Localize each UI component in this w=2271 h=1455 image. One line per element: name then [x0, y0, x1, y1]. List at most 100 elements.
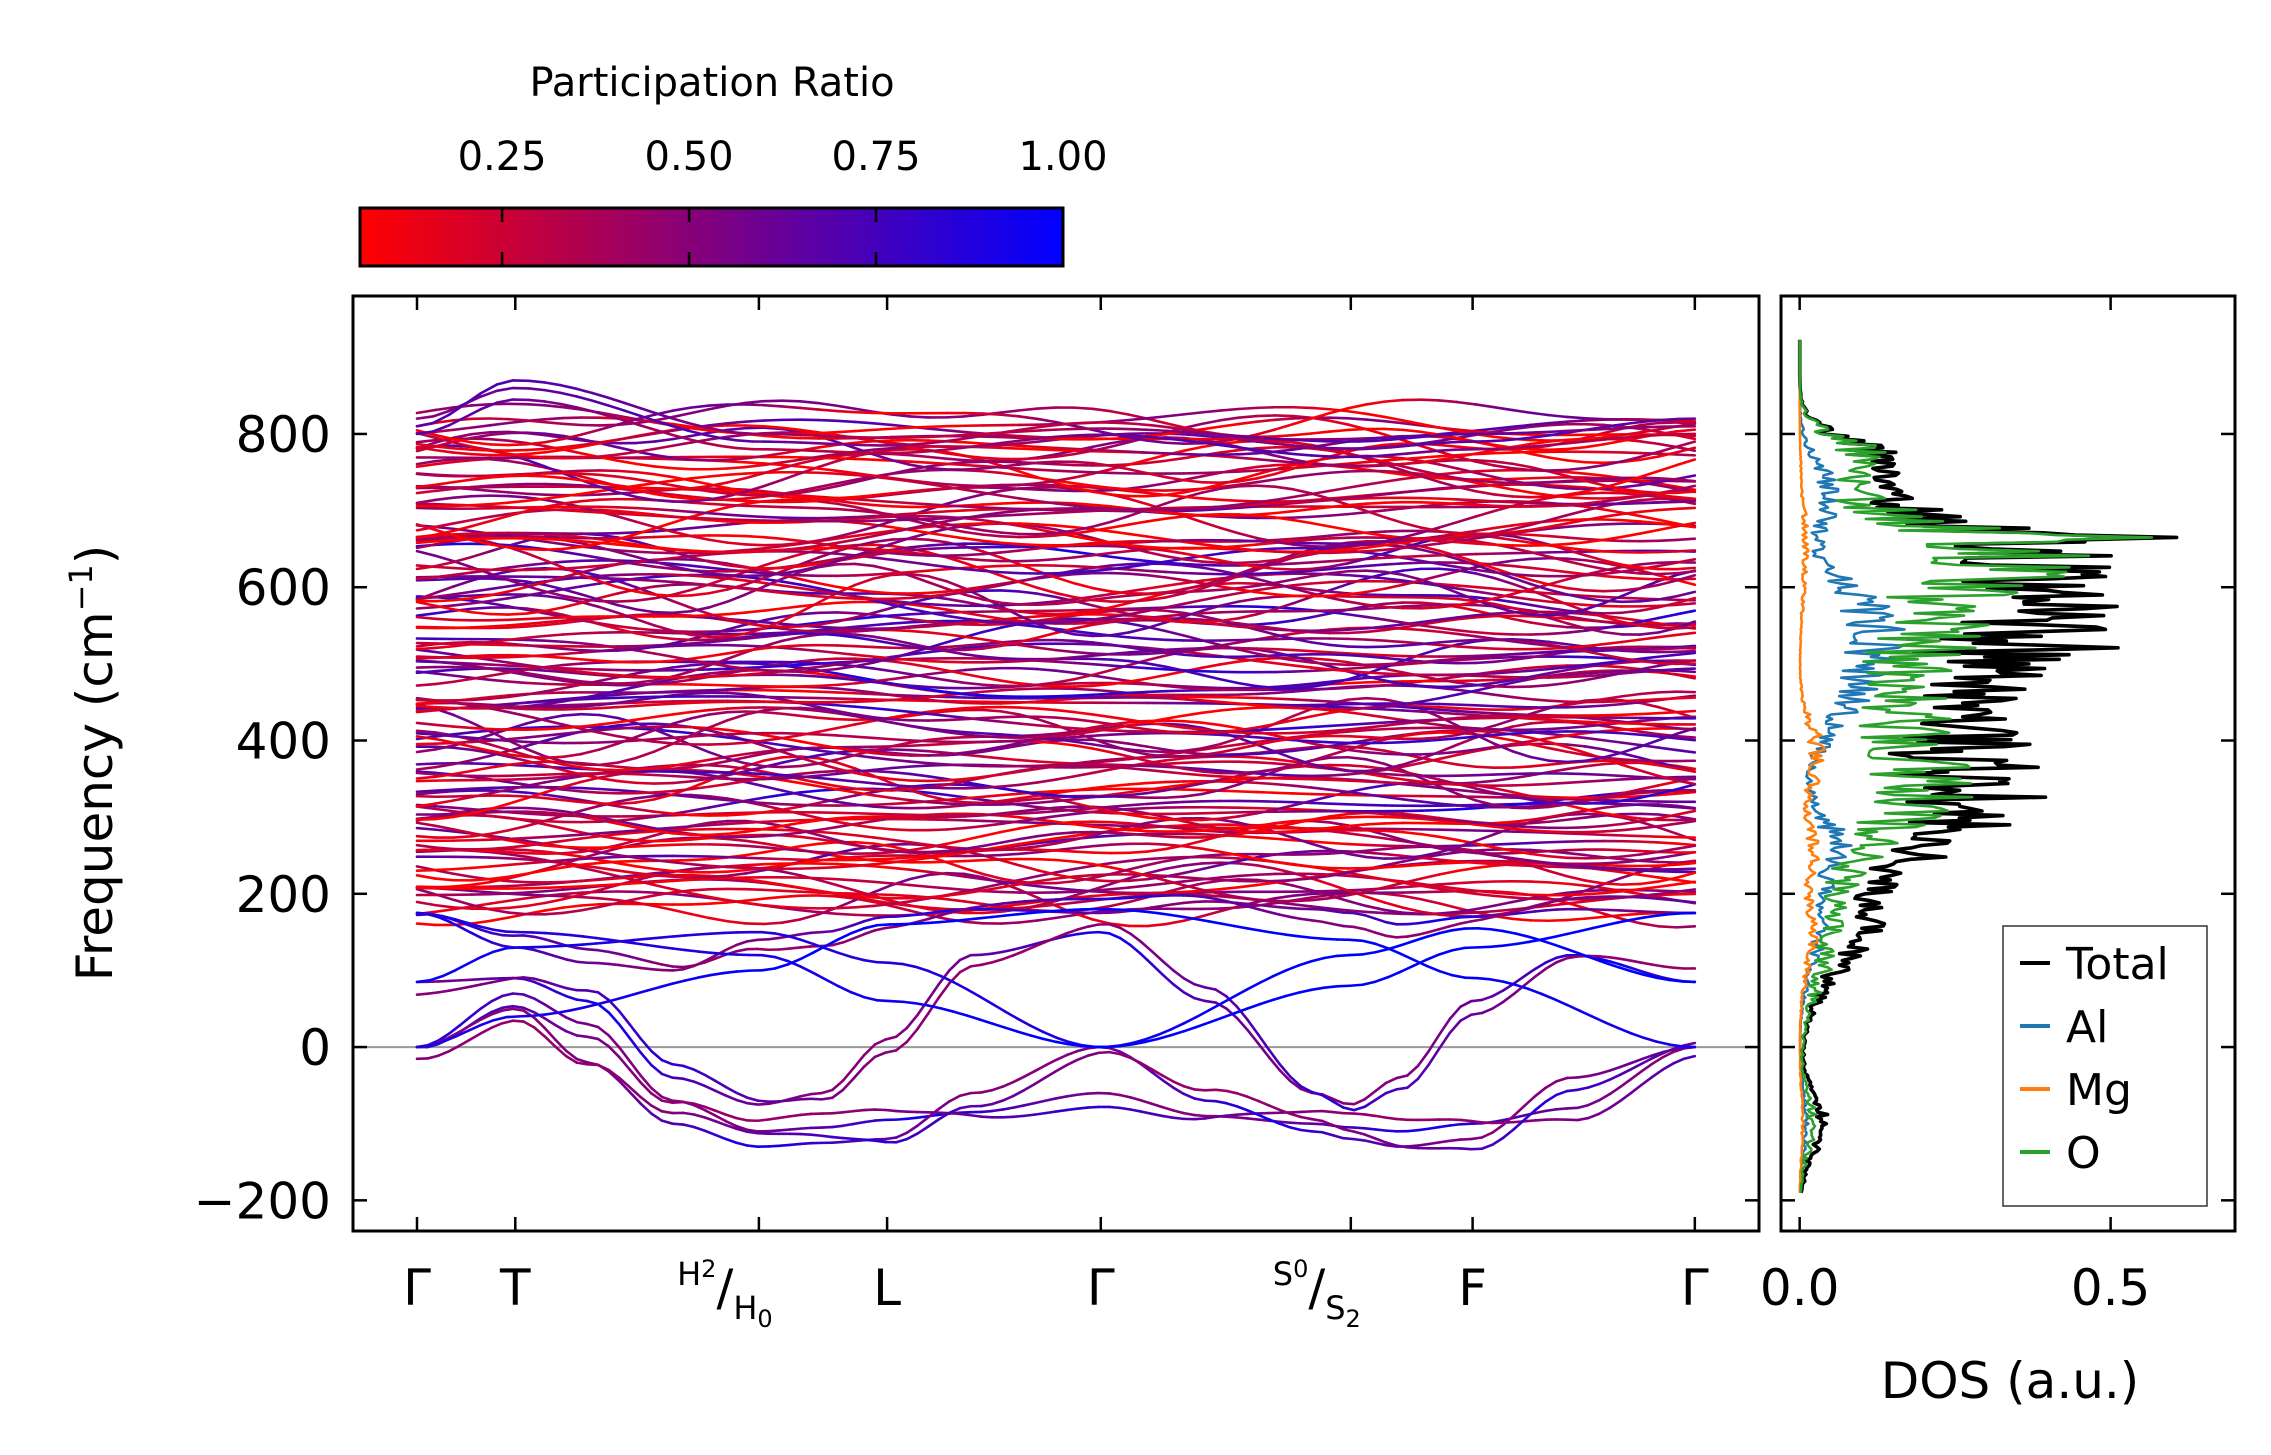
optical-band — [1328, 821, 1350, 827]
optical-band — [1565, 743, 1587, 748]
optical-band — [817, 663, 839, 669]
optical-band — [616, 859, 638, 864]
optical-band — [1054, 820, 1076, 826]
optical-band — [598, 720, 620, 726]
optical-band — [835, 784, 857, 790]
optical-band — [653, 793, 674, 801]
optical-band — [1018, 706, 1039, 710]
optical-band — [945, 708, 966, 713]
optical-band — [1565, 672, 1587, 677]
optical-band — [853, 843, 875, 850]
optical-band — [506, 891, 528, 895]
optical-band — [488, 749, 510, 756]
optical-band — [744, 796, 766, 803]
optical-band — [1018, 811, 1039, 815]
optical-band — [506, 794, 528, 798]
optical-band — [525, 783, 547, 789]
optical-band — [1237, 638, 1259, 642]
optical-band — [1109, 868, 1131, 876]
optical-band — [999, 792, 1021, 797]
optical-band — [506, 622, 528, 627]
optical-band — [1474, 733, 1496, 745]
optical-band — [799, 842, 820, 848]
optical-band — [470, 654, 492, 658]
optical-band — [1054, 812, 1076, 818]
optical-band — [1036, 899, 1058, 907]
optical-band — [744, 780, 766, 788]
optical-band — [1401, 816, 1423, 821]
optical-band — [1657, 826, 1678, 835]
optical-band — [452, 731, 474, 736]
optical-band — [1529, 763, 1551, 768]
optical-band — [835, 855, 857, 860]
optical-band — [1127, 652, 1149, 656]
optical-band — [1401, 814, 1423, 819]
optical-band — [506, 879, 528, 884]
optical-band — [799, 730, 820, 737]
optical-band — [762, 741, 784, 747]
optical-band — [726, 875, 747, 881]
optical-band — [926, 761, 948, 766]
optical-band — [853, 675, 875, 682]
optical-band — [1437, 835, 1459, 842]
optical-band — [598, 883, 620, 887]
optical-band — [1419, 641, 1441, 646]
optical-band — [1602, 793, 1624, 800]
optical-band — [1310, 816, 1332, 822]
optical-band — [1620, 759, 1642, 764]
optical-band — [872, 857, 893, 861]
optical-band — [762, 793, 784, 799]
optical-band — [1310, 819, 1332, 824]
optical-band — [963, 730, 985, 735]
optical-band — [1657, 792, 1678, 797]
optical-band — [1036, 795, 1058, 801]
optical-band — [1529, 897, 1551, 901]
optical-band — [1638, 761, 1660, 767]
optical-band — [1273, 900, 1295, 906]
optical-band — [853, 749, 875, 755]
optical-band — [598, 659, 620, 664]
optical-band — [1364, 767, 1386, 773]
optical-band — [1437, 881, 1459, 886]
optical-band — [780, 627, 802, 632]
optical-band — [872, 769, 893, 774]
optical-band — [1218, 677, 1240, 685]
optical-band — [561, 752, 583, 759]
optical-band — [616, 681, 638, 685]
optical-band — [908, 748, 930, 753]
optical-band — [1437, 657, 1459, 662]
optical-band — [1072, 693, 1094, 697]
optical-band — [817, 683, 839, 688]
optical-band — [506, 739, 528, 751]
optical-band — [1510, 731, 1532, 735]
optical-band — [488, 663, 510, 667]
optical-band — [506, 836, 528, 841]
optical-band — [1145, 696, 1167, 700]
optical-band — [1492, 825, 1514, 831]
optical-band — [1584, 882, 1605, 893]
optical-band — [1164, 761, 1186, 766]
optical-band — [1164, 638, 1186, 642]
optical-band — [1675, 767, 1697, 774]
optical-band — [1036, 667, 1058, 672]
optical-band — [780, 673, 802, 677]
optical-band — [1310, 840, 1332, 845]
optical-band — [415, 682, 437, 687]
optical-band — [1255, 808, 1277, 815]
optical-band — [981, 708, 1003, 713]
optical-band — [999, 739, 1021, 743]
optical-band — [1072, 860, 1094, 866]
optical-band — [1346, 672, 1368, 681]
optical-band — [1565, 745, 1587, 755]
optical-band — [1383, 703, 1405, 708]
optical-band — [653, 904, 674, 912]
optical-band — [1547, 848, 1569, 853]
optical-band — [853, 833, 875, 839]
optical-band — [616, 699, 638, 705]
optical-band — [1437, 678, 1459, 684]
optical-band — [653, 728, 674, 739]
optical-band — [488, 658, 510, 664]
optical-band — [561, 725, 583, 730]
optical-band — [1565, 663, 1587, 669]
